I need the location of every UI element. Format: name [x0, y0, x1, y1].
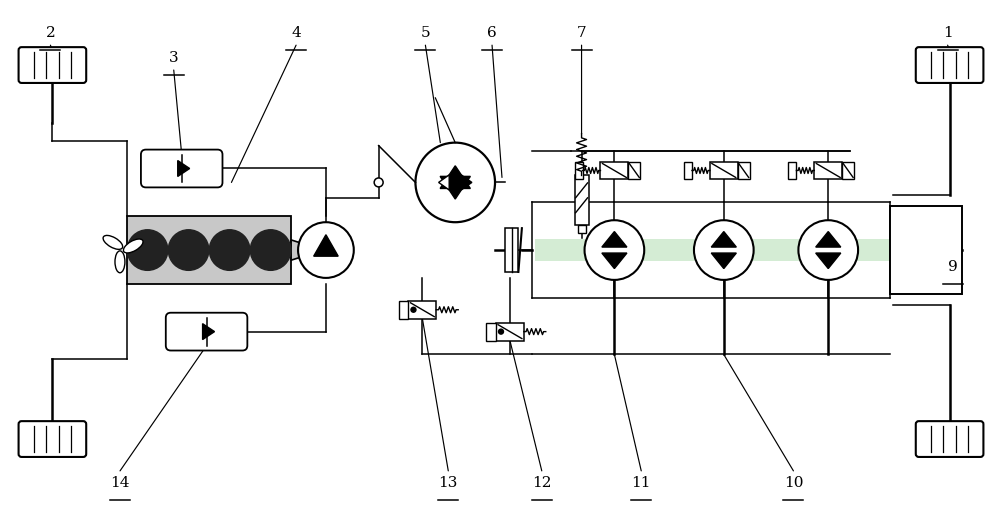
- FancyBboxPatch shape: [141, 150, 222, 187]
- Bar: [890, 206, 962, 294]
- Bar: [127, 216, 291, 284]
- Bar: [684, 161, 692, 180]
- FancyBboxPatch shape: [916, 47, 983, 83]
- Polygon shape: [439, 175, 449, 190]
- Bar: [628, 161, 640, 180]
- Bar: [788, 161, 796, 180]
- Circle shape: [798, 220, 858, 280]
- Circle shape: [209, 230, 250, 270]
- Polygon shape: [291, 240, 323, 260]
- Circle shape: [585, 220, 644, 280]
- Text: 5: 5: [421, 26, 430, 40]
- Circle shape: [415, 143, 495, 222]
- Bar: [505, 228, 518, 272]
- Ellipse shape: [123, 239, 143, 253]
- Polygon shape: [440, 166, 470, 188]
- Polygon shape: [711, 232, 736, 247]
- Bar: [399, 301, 408, 319]
- Text: 10: 10: [784, 476, 803, 490]
- Text: 9: 9: [948, 260, 957, 274]
- Polygon shape: [711, 253, 736, 268]
- Text: 14: 14: [110, 476, 130, 490]
- Polygon shape: [816, 232, 841, 247]
- Bar: [408, 301, 436, 319]
- Circle shape: [127, 230, 168, 270]
- Bar: [814, 161, 842, 180]
- Polygon shape: [602, 253, 627, 268]
- Text: 3: 3: [169, 51, 179, 65]
- Text: 12: 12: [532, 476, 552, 490]
- Bar: [738, 161, 750, 180]
- Bar: [575, 175, 589, 225]
- Polygon shape: [461, 175, 472, 190]
- Text: 7: 7: [577, 26, 586, 40]
- Text: 1: 1: [943, 26, 952, 40]
- Bar: [842, 161, 854, 180]
- Bar: [575, 161, 583, 180]
- Text: 4: 4: [291, 26, 301, 40]
- Bar: [578, 225, 586, 233]
- Circle shape: [374, 178, 383, 187]
- Bar: [486, 323, 496, 340]
- Bar: [535, 239, 890, 261]
- Ellipse shape: [115, 251, 125, 273]
- Circle shape: [298, 222, 354, 278]
- Polygon shape: [816, 253, 841, 268]
- Polygon shape: [314, 235, 338, 256]
- Text: 6: 6: [487, 26, 497, 40]
- Bar: [710, 161, 738, 180]
- Text: 13: 13: [439, 476, 458, 490]
- Polygon shape: [178, 161, 190, 176]
- Circle shape: [694, 220, 754, 280]
- Circle shape: [250, 230, 291, 270]
- FancyBboxPatch shape: [916, 421, 983, 457]
- Circle shape: [411, 307, 416, 312]
- Polygon shape: [602, 232, 627, 247]
- Text: 2: 2: [46, 26, 55, 40]
- FancyBboxPatch shape: [166, 313, 247, 350]
- Bar: [496, 323, 524, 340]
- Circle shape: [499, 329, 503, 334]
- Bar: [600, 161, 628, 180]
- Text: 11: 11: [631, 476, 651, 490]
- FancyBboxPatch shape: [19, 47, 86, 83]
- Ellipse shape: [103, 235, 123, 250]
- Polygon shape: [440, 176, 470, 199]
- Circle shape: [168, 230, 209, 270]
- FancyBboxPatch shape: [19, 421, 86, 457]
- Polygon shape: [203, 324, 215, 340]
